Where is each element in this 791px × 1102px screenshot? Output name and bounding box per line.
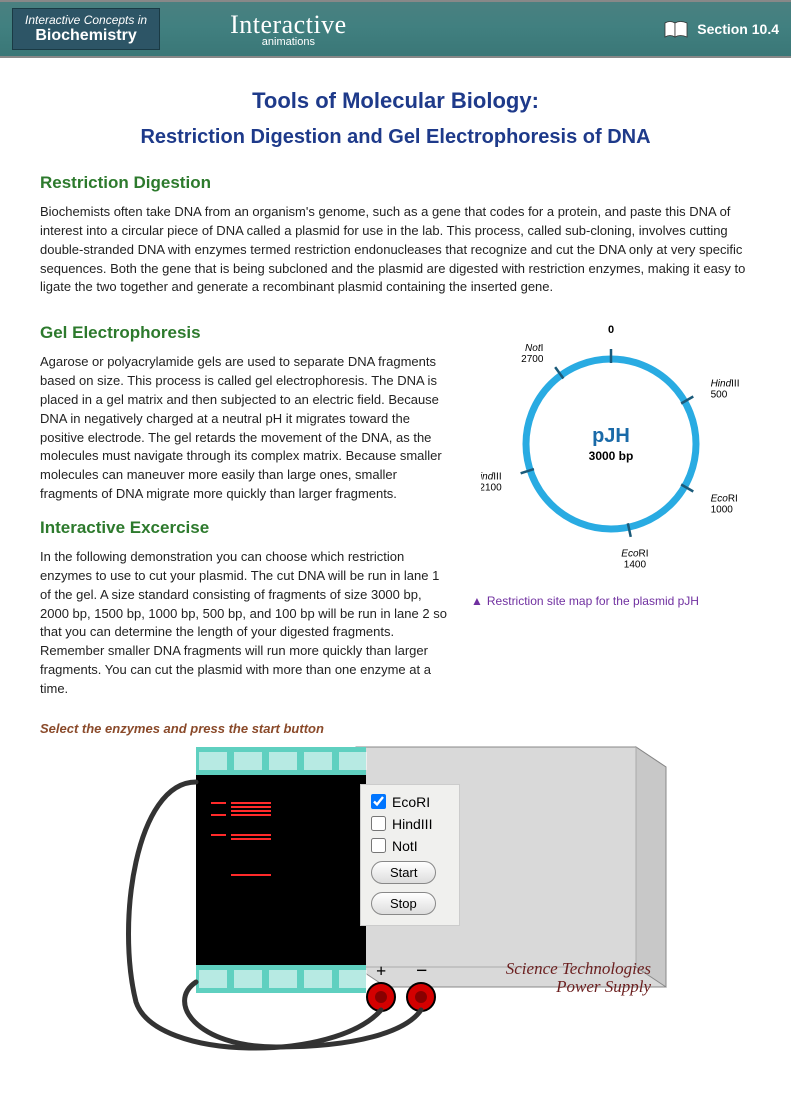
banner-box: Interactive Concepts in Biochemistry [12,8,160,50]
para-gel: Agarose or polyacrylamide gels are used … [40,353,451,504]
enzyme-panel: EcoRI HindIII NotI Start Stop [360,784,460,926]
banner-box-bottom: Biochemistry [35,27,136,44]
enzyme-list: EcoRI HindIII NotI [371,791,449,857]
para-interactive: In the following demonstration you can c… [40,548,451,699]
page-subtitle: Restriction Digestion and Gel Electropho… [40,126,751,149]
svg-text:Power Supply: Power Supply [555,977,651,996]
heading-gel: Gel Electrophoresis [40,323,451,343]
svg-text:HindIII: HindIII [711,379,740,390]
enzyme-row-ecori[interactable]: EcoRI [371,791,449,813]
book-icon [663,19,689,39]
svg-text:HindIII: HindIII [481,472,502,483]
enzyme-label: EcoRI [392,794,430,810]
enzyme-label: HindIII [392,816,432,832]
content: Tools of Molecular Biology: Restriction … [0,58,791,1102]
two-column: Gel Electrophoresis Agarose or polyacryl… [40,309,751,711]
svg-text:1000: 1000 [711,505,734,516]
enzyme-checkbox-ecori[interactable] [371,794,386,809]
banner-right: Section 10.4 [663,19,779,39]
plasmid-map: pJH3000 bp0HindIII500EcoRI1000EcoRI1400H… [471,309,751,584]
instruction-text: Select the enzymes and press the start b… [40,721,751,736]
svg-text:NotI: NotI [525,343,543,354]
svg-text:Science Technologies: Science Technologies [505,959,651,978]
banner-box-top: Interactive Concepts in [25,13,147,27]
page-title: Tools of Molecular Biology: [40,88,751,114]
apparatus: + − Science TechnologiesPower Supply EcoRI… [40,742,751,1072]
plasmid-caption: ▲ Restriction site map for the plasmid p… [471,594,751,608]
enzyme-label: NotI [392,838,418,854]
plasmid-svg: pJH3000 bp0HindIII500EcoRI1000EcoRI1400H… [481,309,741,579]
svg-text:500: 500 [711,390,728,401]
plasmid-caption-text: Restriction site map for the plasmid pJH [487,594,699,608]
enzyme-row-hindiii[interactable]: HindIII [371,813,449,835]
heading-restriction: Restriction Digestion [40,173,751,193]
banner-title: Interactive animations [230,10,347,48]
heading-interactive: Interactive Excercise [40,518,451,538]
stop-button[interactable]: Stop [371,892,436,915]
section-label: Section 10.4 [697,21,779,37]
svg-text:EcoRI: EcoRI [621,549,648,560]
enzyme-row-noti[interactable]: NotI [371,835,449,857]
para-restriction: Biochemists often take DNA from an organ… [40,203,751,297]
enzyme-checkbox-hindiii[interactable] [371,816,386,831]
enzyme-checkbox-noti[interactable] [371,838,386,853]
svg-text:+: + [376,961,386,981]
svg-text:0: 0 [608,324,614,336]
banner: Interactive Concepts in Biochemistry Int… [0,0,791,58]
svg-text:−: − [416,960,427,982]
banner-title-text: Interactive [230,10,347,39]
triangle-icon: ▲ [471,594,483,608]
svg-text:pJH: pJH [592,425,630,447]
svg-text:1400: 1400 [624,560,647,571]
right-column: pJH3000 bp0HindIII500EcoRI1000EcoRI1400H… [471,309,751,711]
svg-text:2700: 2700 [521,354,544,365]
svg-text:3000 bp: 3000 bp [589,449,634,463]
start-button[interactable]: Start [371,861,436,884]
left-column: Gel Electrophoresis Agarose or polyacryl… [40,309,451,711]
svg-text:2100: 2100 [481,483,502,494]
svg-text:EcoRI: EcoRI [711,494,738,505]
